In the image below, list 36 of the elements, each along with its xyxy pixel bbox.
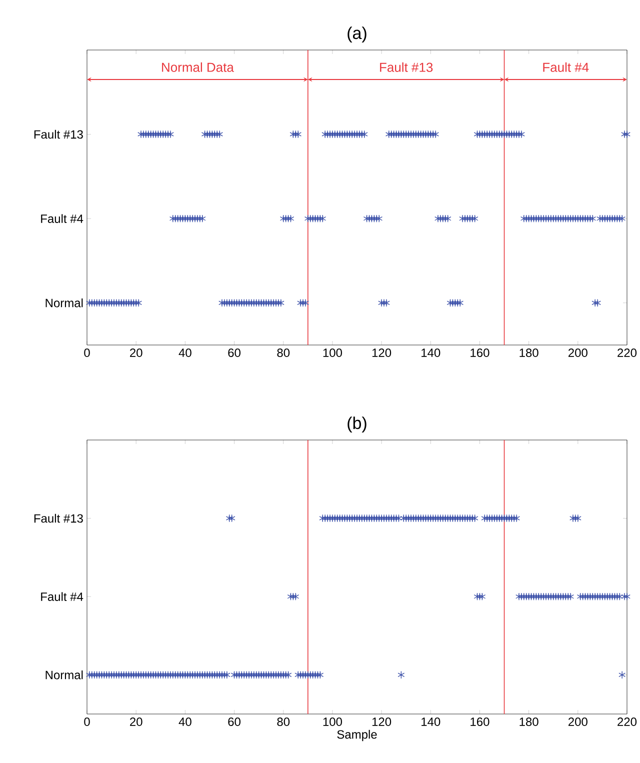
x-tick-label: 140 xyxy=(421,348,440,358)
x-tick-label: 120 xyxy=(372,718,391,726)
chart-title: (b) xyxy=(348,416,366,432)
x-tick-label: 60 xyxy=(228,348,240,358)
x-axis-title: Sample xyxy=(337,730,377,742)
x-tick-label: 80 xyxy=(277,718,290,726)
x-tick-label: 200 xyxy=(568,718,588,726)
y-tick-label: Fault #4 xyxy=(40,592,83,601)
annotation: Fault #4 xyxy=(543,62,589,72)
x-tick-label: 120 xyxy=(372,348,391,358)
x-tick-label: 0 xyxy=(84,718,90,726)
y-tick-label: Fault #13 xyxy=(34,130,83,139)
x-tick-label: 220 xyxy=(617,718,636,726)
x-tick-label: 80 xyxy=(277,348,290,358)
x-tick-label: 140 xyxy=(421,718,440,726)
x-tick-label: 160 xyxy=(470,718,490,726)
annotation: Fault #13 xyxy=(380,62,432,72)
annotation: Normal Data xyxy=(162,62,234,72)
x-tick-label: 180 xyxy=(520,718,538,726)
x-tick-label: 60 xyxy=(228,718,240,726)
x-tick-label: 100 xyxy=(323,348,342,358)
x-tick-label: 180 xyxy=(520,348,538,358)
x-tick-label: 20 xyxy=(130,348,142,358)
y-tick-label: Normal xyxy=(46,670,83,680)
x-tick-label: 40 xyxy=(178,718,192,726)
x-tick-label: 40 xyxy=(178,348,192,358)
x-tick-label: 20 xyxy=(130,718,142,726)
x-tick-label: 220 xyxy=(617,348,636,358)
y-tick-label: Fault #4 xyxy=(40,214,83,223)
x-tick-label: 200 xyxy=(568,348,588,358)
x-tick-label: 100 xyxy=(323,718,342,726)
x-tick-label: 160 xyxy=(470,348,490,358)
chart-title: (a) xyxy=(348,26,366,42)
y-tick-label: Normal xyxy=(46,298,83,308)
y-tick-label: Fault #13 xyxy=(34,514,83,523)
x-tick-label: 0 xyxy=(84,348,90,358)
